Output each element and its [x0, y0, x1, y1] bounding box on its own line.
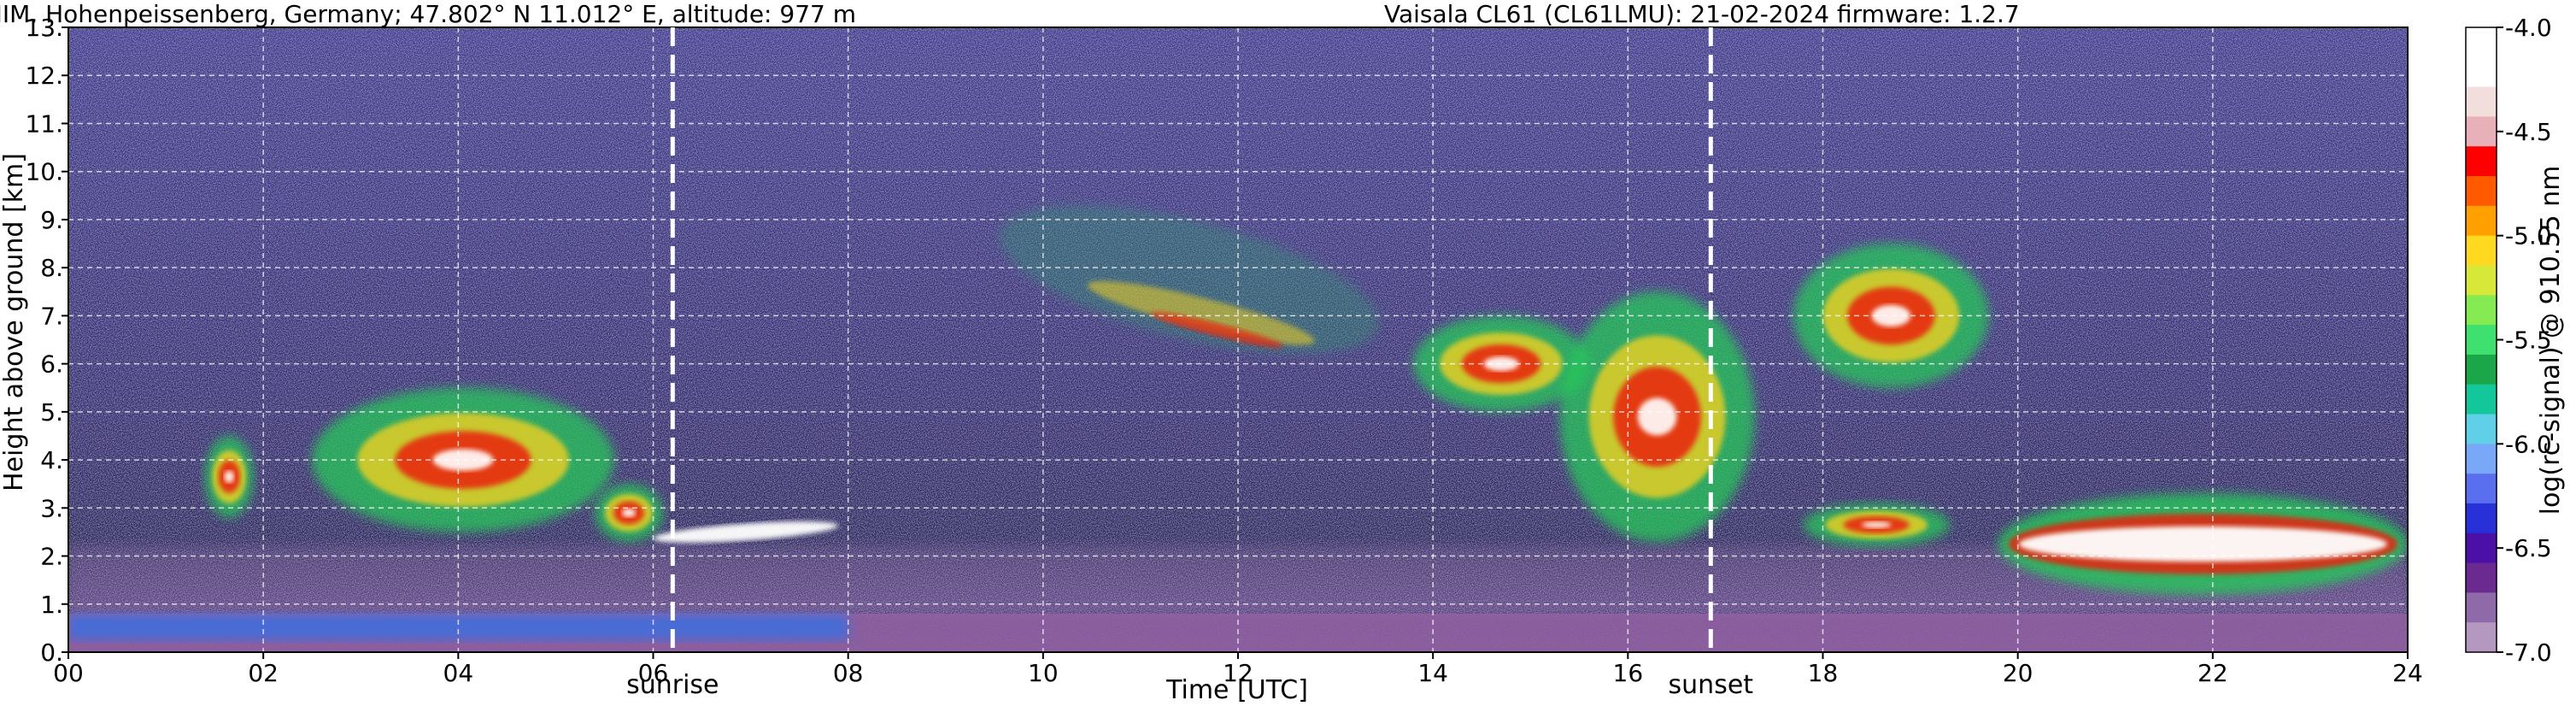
x-tick-label: 20	[2003, 659, 2033, 687]
colorbar-segment	[2466, 562, 2497, 593]
colorbar-segment	[2466, 592, 2497, 623]
y-tick-label: 12.	[25, 62, 63, 90]
chart-title-left: LMU-MIM, Hohenpeissenberg, Germany; 47.8…	[0, 0, 856, 28]
colorbar-segment	[2466, 205, 2497, 237]
colorbar-segment	[2466, 532, 2497, 564]
x-tick-label: 14	[1417, 659, 1448, 687]
x-tick-label: 02	[248, 659, 279, 687]
x-tick-label: 12	[1223, 659, 1253, 687]
x-tick-label: 16	[1613, 659, 1644, 687]
y-tick-label: 13.	[25, 14, 63, 42]
colorbar-tick-label: -4.5	[2505, 118, 2552, 146]
colorbar-segment	[2466, 265, 2497, 296]
colorbar-segment	[2466, 354, 2497, 385]
x-axis-label: Time [UTC]	[1165, 675, 1308, 705]
feature-cloud	[204, 435, 254, 518]
event-label-sunrise: sunrise	[626, 670, 719, 700]
colorbar-segment	[2466, 235, 2497, 266]
colorbar-tick-label: -5.0	[2505, 222, 2552, 250]
colorbar-tick-label: -4.0	[2505, 14, 2552, 42]
feature-cloud	[1803, 503, 1950, 547]
colorbar-segment	[2466, 56, 2497, 88]
colorbar-segment	[2466, 295, 2497, 326]
y-tick-label: 11.	[25, 109, 63, 138]
feature-cloud	[1559, 291, 1755, 542]
y-tick-label: 3.	[40, 494, 63, 522]
colorbar-segment	[2466, 474, 2497, 504]
feature-cloud-strong	[653, 521, 838, 543]
feature-cloud	[595, 484, 663, 542]
y-tick-label: 7.	[40, 302, 63, 330]
colorbar-segment	[2466, 176, 2497, 207]
event-label-sunset: sunset	[1669, 670, 1754, 700]
feature-boundary-cloud	[1998, 493, 2408, 595]
colorbar-tick-label: -5.5	[2505, 327, 2552, 355]
grid-lines	[68, 27, 2408, 652]
x-tick-label: 10	[1028, 659, 1059, 687]
colorbar-tick-label: -7.0	[2505, 638, 2552, 667]
x-tick-label: 08	[833, 659, 864, 687]
colorbar-segment	[2466, 503, 2497, 534]
x-tick-label: 18	[1808, 659, 1839, 687]
colorbar: -4.0 -4.5 -5.0 -5.5 -6.0 -6.5 -7.0	[2465, 14, 2552, 667]
colorbar-label: log(rc-signal) @ 910.55 nm	[2536, 166, 2566, 515]
y-tick-label: 5.	[40, 398, 63, 427]
y-tick-label: 10.	[25, 158, 63, 186]
y-tick-label: 1.	[40, 591, 63, 619]
colorbar-segment	[2466, 86, 2497, 117]
y-tick-label: 4.	[40, 446, 63, 474]
colorbar-segment	[2466, 325, 2497, 356]
colorbar-segment	[2466, 27, 2497, 58]
colorbar-segment	[2466, 622, 2497, 653]
feature-cloud	[1793, 244, 1989, 388]
y-tick-label: 2.	[40, 543, 63, 571]
x-tick-label: 22	[2198, 659, 2228, 687]
feature-cirrus	[999, 205, 1379, 354]
y-tick-label: 6.	[40, 350, 63, 379]
y-axis-label: Height above ground [km]	[0, 153, 29, 491]
y-tick-label: 9.	[40, 206, 63, 234]
colorbar-segment	[2466, 146, 2497, 177]
x-tick-label: 00	[53, 659, 84, 687]
colorbar-segment	[2466, 444, 2497, 474]
x-tick-label: 24	[2392, 659, 2423, 687]
colorbar-segment	[2466, 414, 2497, 444]
chart-title-right: Vaisala CL61 (CL61LMU): 21-02-2024 firmw…	[1384, 0, 2020, 28]
colorbar-tick-label: -6.0	[2505, 430, 2552, 458]
colorbar-tick-label: -6.5	[2505, 534, 2552, 562]
colorbar-segment	[2466, 116, 2497, 147]
y-tick-label: 8.	[40, 254, 63, 282]
x-tick-label: 04	[443, 659, 474, 687]
y-tick-label: 0.	[40, 638, 63, 667]
colorbar-segment	[2466, 384, 2497, 415]
x-tick-label: 06	[638, 659, 669, 687]
